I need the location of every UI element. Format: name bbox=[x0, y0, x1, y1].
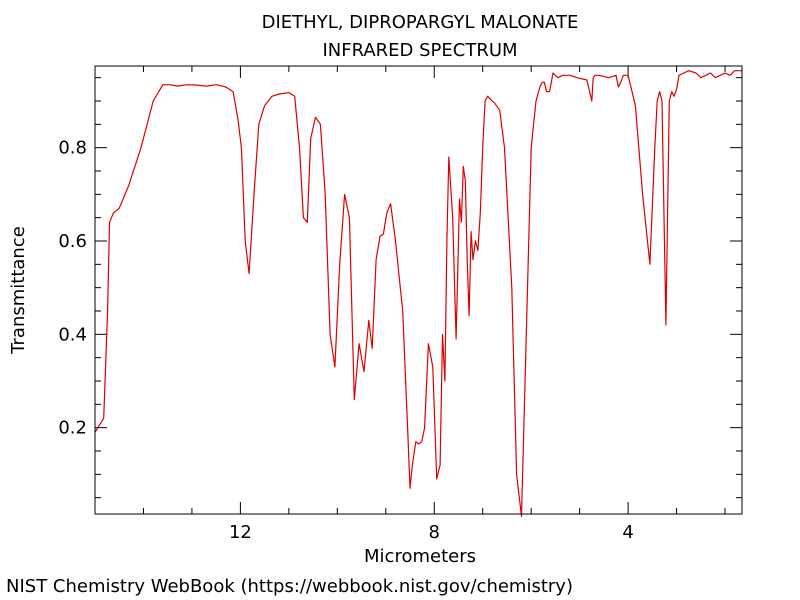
x-tick-label: 8 bbox=[429, 522, 440, 543]
axis-ticks bbox=[95, 66, 742, 514]
y-tick-label: 0.2 bbox=[58, 418, 87, 439]
y-tick-label: 0.4 bbox=[58, 324, 87, 345]
chart-title: DIETHYL, DIPROPARGYL MALONATE bbox=[262, 12, 579, 33]
spectrum-line bbox=[94, 70, 742, 517]
y-axis-label: Transmittance bbox=[8, 226, 29, 355]
x-axis-label: Micrometers bbox=[364, 546, 476, 567]
x-tick-label: 4 bbox=[622, 522, 633, 543]
y-tick-label: 0.6 bbox=[58, 231, 87, 252]
y-tick-label: 0.8 bbox=[58, 138, 87, 159]
x-tick-label: 12 bbox=[229, 522, 252, 543]
axis-tick-labels: 12 8 4 0.2 0.4 0.6 0.8 bbox=[58, 138, 633, 543]
plot-frame bbox=[94, 65, 743, 515]
source-footer: NIST Chemistry WebBook (https://webbook.… bbox=[6, 576, 573, 597]
chart-subtitle: INFRARED SPECTRUM bbox=[322, 40, 517, 61]
